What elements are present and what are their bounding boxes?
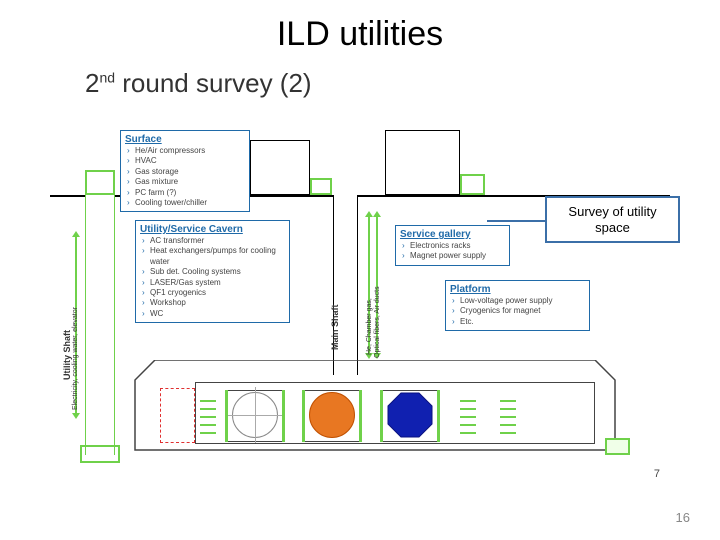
platform-box-title: Platform <box>450 284 585 295</box>
tick <box>500 432 516 434</box>
cavern-item: LASER/Gas system <box>140 278 285 288</box>
platform-item: Etc. <box>450 317 585 327</box>
cavern-item: WC <box>140 309 285 319</box>
page-title: ILD utilities <box>0 15 720 54</box>
surface-box-title: Surface <box>125 134 245 145</box>
utility-shaft-label: Utility Shaft <box>62 330 72 380</box>
detector-2-bar-l <box>302 390 305 442</box>
detector-2 <box>309 392 355 438</box>
main-shaft-sublabel-2: Optical fibers, Air ducts <box>374 286 381 358</box>
gallery-box-title: Service gallery <box>400 229 505 240</box>
tick <box>200 400 216 402</box>
platform-item: Low-voltage power supply <box>450 296 585 306</box>
building-1 <box>85 170 115 195</box>
detector-2-bar-r <box>359 390 362 442</box>
cavern-item: Heat exchangers/pumps for cooling water <box>140 246 285 267</box>
small-box-br <box>605 438 630 455</box>
subtitle-prefix: 2 <box>85 68 99 98</box>
gallery-item: Magnet power supply <box>400 251 505 261</box>
main-shaft-label: Main Shaft <box>330 304 340 350</box>
detector-3 <box>387 392 433 438</box>
detector-3-bar-r <box>437 390 440 442</box>
tick <box>500 416 516 418</box>
building-5 <box>460 174 485 195</box>
surface-item: PC farm (?) <box>125 188 245 198</box>
diagram-area: Surface He/Air compressors HVAC Gas stor… <box>50 100 670 470</box>
cavern-item: Sub det. Cooling systems <box>140 267 285 277</box>
utility-shaft <box>85 195 115 455</box>
cavern-item: AC transformer <box>140 236 285 246</box>
detector-3-bar-l <box>380 390 383 442</box>
inner-slide-number: 7 <box>654 468 660 480</box>
subtitle-rest: round survey (2) <box>115 68 312 98</box>
tick <box>200 424 216 426</box>
gallery-item: Electronics racks <box>400 241 505 251</box>
cavern-item: QF1 cryogenics <box>140 288 285 298</box>
tick <box>500 408 516 410</box>
tick <box>460 432 476 434</box>
building-3 <box>310 178 332 195</box>
slide-subtitle: 2nd round survey (2) <box>85 68 312 99</box>
detector-1-bar-l <box>225 390 228 442</box>
callout-box: Survey of utility space <box>545 196 680 243</box>
cavern-box-title: Utility/Service Cavern <box>140 224 285 235</box>
surface-item: Gas storage <box>125 167 245 177</box>
callout-line1: Survey of utility <box>568 204 656 219</box>
platform-item: Cryogenics for magnet <box>450 306 585 316</box>
tick <box>500 400 516 402</box>
tick <box>460 408 476 410</box>
tick <box>500 424 516 426</box>
tick <box>460 424 476 426</box>
page-number: 16 <box>676 510 690 525</box>
callout-line2: space <box>595 220 630 235</box>
cavern-box: Utility/Service Cavern AC transformer He… <box>135 220 290 323</box>
surface-item: HVAC <box>125 156 245 166</box>
main-shaft-sublabel-1: He, Chamber gas, <box>366 298 373 355</box>
tick <box>200 432 216 434</box>
tick <box>460 400 476 402</box>
gallery-box: Service gallery Electronics racks Magnet… <box>395 225 510 266</box>
tick <box>460 416 476 418</box>
utility-shaft-sublabel: Electricity, cooling water, elevator <box>72 307 79 410</box>
surface-item: He/Air compressors <box>125 146 245 156</box>
subtitle-sup: nd <box>99 69 115 85</box>
dashed-selection <box>160 388 195 443</box>
surface-item: Cooling tower/chiller <box>125 198 245 208</box>
tick <box>200 416 216 418</box>
building-4 <box>385 130 460 195</box>
surface-item: Gas mixture <box>125 177 245 187</box>
tick <box>200 408 216 410</box>
building-2 <box>250 140 310 195</box>
utility-shaft-cap <box>80 445 120 463</box>
cavern-item: Workshop <box>140 298 285 308</box>
detector-1-bar-r <box>282 390 285 442</box>
surface-box: Surface He/Air compressors HVAC Gas stor… <box>120 130 250 212</box>
detector-1-v <box>255 387 256 443</box>
platform-box: Platform Low-voltage power supply Cryoge… <box>445 280 590 331</box>
